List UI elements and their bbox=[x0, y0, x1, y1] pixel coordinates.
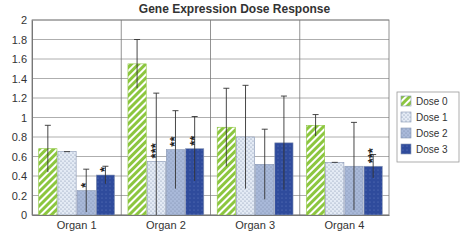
legend-item: Dose 0 bbox=[401, 96, 448, 107]
legend-frame bbox=[397, 92, 459, 162]
legend-swatch bbox=[401, 128, 411, 138]
y-tick: 0.6 bbox=[12, 151, 32, 163]
bars bbox=[39, 40, 383, 216]
legend-label: Dose 0 bbox=[416, 96, 448, 107]
separators bbox=[121, 20, 300, 215]
y-tick-label: 1.4 bbox=[12, 73, 27, 85]
legend-swatch bbox=[401, 112, 411, 122]
y-axis-line bbox=[32, 21, 33, 216]
legend-label: Dose 1 bbox=[416, 112, 448, 123]
legend-label: Dose 2 bbox=[416, 128, 448, 139]
x-tick: Organ 3 bbox=[235, 215, 275, 231]
error-bar bbox=[134, 40, 140, 89]
y-tick-label: 0.8 bbox=[12, 131, 27, 143]
annotations: ************ bbox=[78, 135, 380, 188]
x-tick-label: Organ 1 bbox=[57, 219, 97, 231]
error-bar bbox=[64, 151, 70, 152]
series bbox=[96, 96, 382, 215]
significance-label: ** bbox=[167, 136, 182, 147]
y-tick-label: 1.6 bbox=[12, 53, 27, 65]
y-tick-label: 1 bbox=[21, 112, 27, 124]
y-tick-label: 2 bbox=[21, 14, 27, 26]
legend: Dose 0 Dose 1 Dose 2 Dose 3 bbox=[397, 92, 459, 162]
y-tick: 0 bbox=[21, 209, 32, 221]
error-bar bbox=[351, 122, 357, 210]
legend-item: Dose 3 bbox=[401, 144, 448, 155]
y-tick: 2 bbox=[21, 14, 32, 26]
x-axis: Organ 1 Organ 2 Organ 3 Organ 4 bbox=[33, 215, 390, 231]
separator bbox=[210, 20, 211, 215]
y-tick-label: 0.2 bbox=[12, 190, 27, 202]
y-tick: 1.6 bbox=[12, 53, 32, 65]
error-bar bbox=[243, 85, 249, 188]
error-bar bbox=[262, 129, 268, 199]
series bbox=[58, 85, 344, 215]
series bbox=[39, 40, 325, 216]
separator bbox=[121, 20, 122, 215]
separator bbox=[299, 20, 300, 215]
plot-frame bbox=[32, 20, 389, 215]
legend-item: Dose 2 bbox=[401, 128, 448, 139]
x-tick: Organ 2 bbox=[146, 215, 186, 231]
error-bar bbox=[313, 115, 319, 136]
chart: Gene Expression Dose Response00.20.40.60… bbox=[0, 0, 469, 239]
y-tick: 1.8 bbox=[12, 34, 32, 46]
significance-label: * bbox=[78, 182, 93, 188]
error-bar bbox=[223, 88, 229, 166]
y-tick-label: 0.4 bbox=[12, 170, 27, 182]
legend-swatch bbox=[401, 144, 411, 154]
x-tick: Organ 1 bbox=[57, 215, 97, 231]
plot: 00.20.40.60.811.21.41.61.82Organ 1Organ … bbox=[12, 14, 390, 231]
error-bar bbox=[83, 169, 89, 212]
significance-label: ** bbox=[187, 135, 202, 146]
legend-label: Dose 3 bbox=[416, 144, 448, 155]
legend-swatch bbox=[401, 96, 411, 106]
y-tick: 1 bbox=[21, 112, 32, 124]
x-tick-label: Organ 2 bbox=[146, 219, 186, 231]
grid bbox=[32, 20, 389, 215]
y-axis: 0 0.2 0.4 0.6 0.8 1 1.2 1.4 1.6 1.8 2 bbox=[12, 14, 33, 221]
bar bbox=[326, 162, 344, 215]
bar bbox=[58, 152, 76, 215]
error-bar bbox=[332, 162, 338, 163]
y-tick: 0.8 bbox=[12, 131, 32, 143]
y-tick-label: 0.6 bbox=[12, 151, 27, 163]
y-tick-label: 0 bbox=[21, 209, 27, 221]
x-tick: Organ 4 bbox=[325, 215, 365, 231]
series bbox=[77, 111, 363, 215]
bar bbox=[306, 125, 324, 215]
x-axis-line bbox=[33, 215, 390, 216]
y-tick: 0.4 bbox=[12, 170, 32, 182]
error-bar bbox=[172, 111, 178, 189]
y-tick-label: 1.2 bbox=[12, 92, 27, 104]
y-tick: 1.2 bbox=[12, 92, 32, 104]
significance-label: *** bbox=[148, 142, 163, 158]
x-tick-label: Organ 3 bbox=[235, 219, 275, 231]
y-tick: 1.4 bbox=[12, 73, 32, 85]
error-bar bbox=[192, 117, 198, 181]
y-tick: 0.2 bbox=[12, 190, 32, 202]
significance-label: * bbox=[97, 166, 112, 172]
legend-item: Dose 1 bbox=[401, 112, 448, 123]
y-tick-label: 1.8 bbox=[12, 34, 27, 46]
error-bar bbox=[281, 96, 287, 190]
error-bar bbox=[45, 125, 51, 172]
title: Gene Expression Dose Response bbox=[139, 2, 331, 16]
significance-label: *** bbox=[365, 147, 380, 163]
x-tick-label: Organ 4 bbox=[325, 219, 365, 231]
